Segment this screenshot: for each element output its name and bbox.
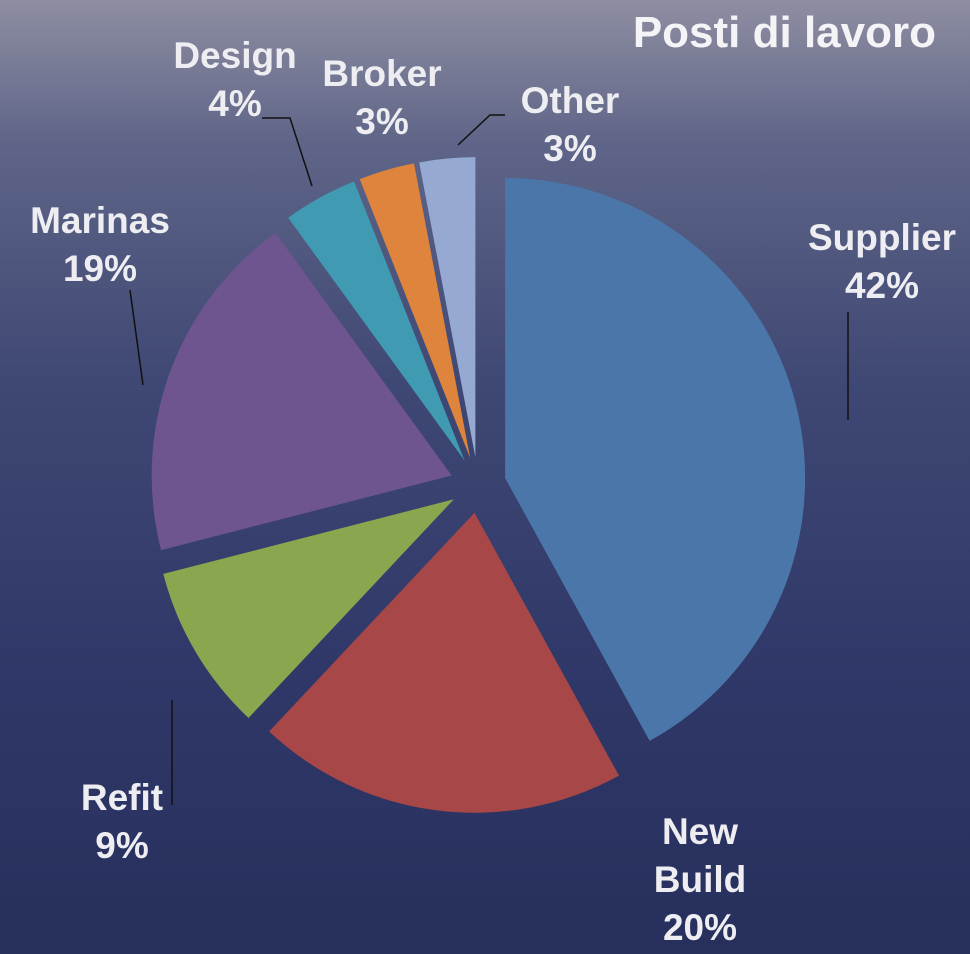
category-label: Broker (302, 50, 462, 98)
value-label: 4% (155, 80, 315, 128)
category-label: Other (490, 77, 650, 125)
value-label: 3% (302, 98, 462, 146)
chart: Posti di lavoro Supplier42% New Build20% R… (0, 0, 970, 954)
category-label: Refit (52, 774, 192, 822)
category-label: Supplier (782, 214, 970, 262)
chart-title: Posti di lavoro (633, 8, 936, 58)
category-label: Marinas (0, 197, 200, 245)
value-label: 19% (0, 245, 200, 293)
value-label: 3% (490, 125, 650, 173)
value-label: 9% (52, 822, 192, 870)
value-label: 42% (782, 262, 970, 310)
value-label: 20% (630, 904, 770, 952)
leader-line (130, 290, 143, 385)
category-label: New Build (630, 808, 770, 904)
category-label: Design (155, 32, 315, 80)
